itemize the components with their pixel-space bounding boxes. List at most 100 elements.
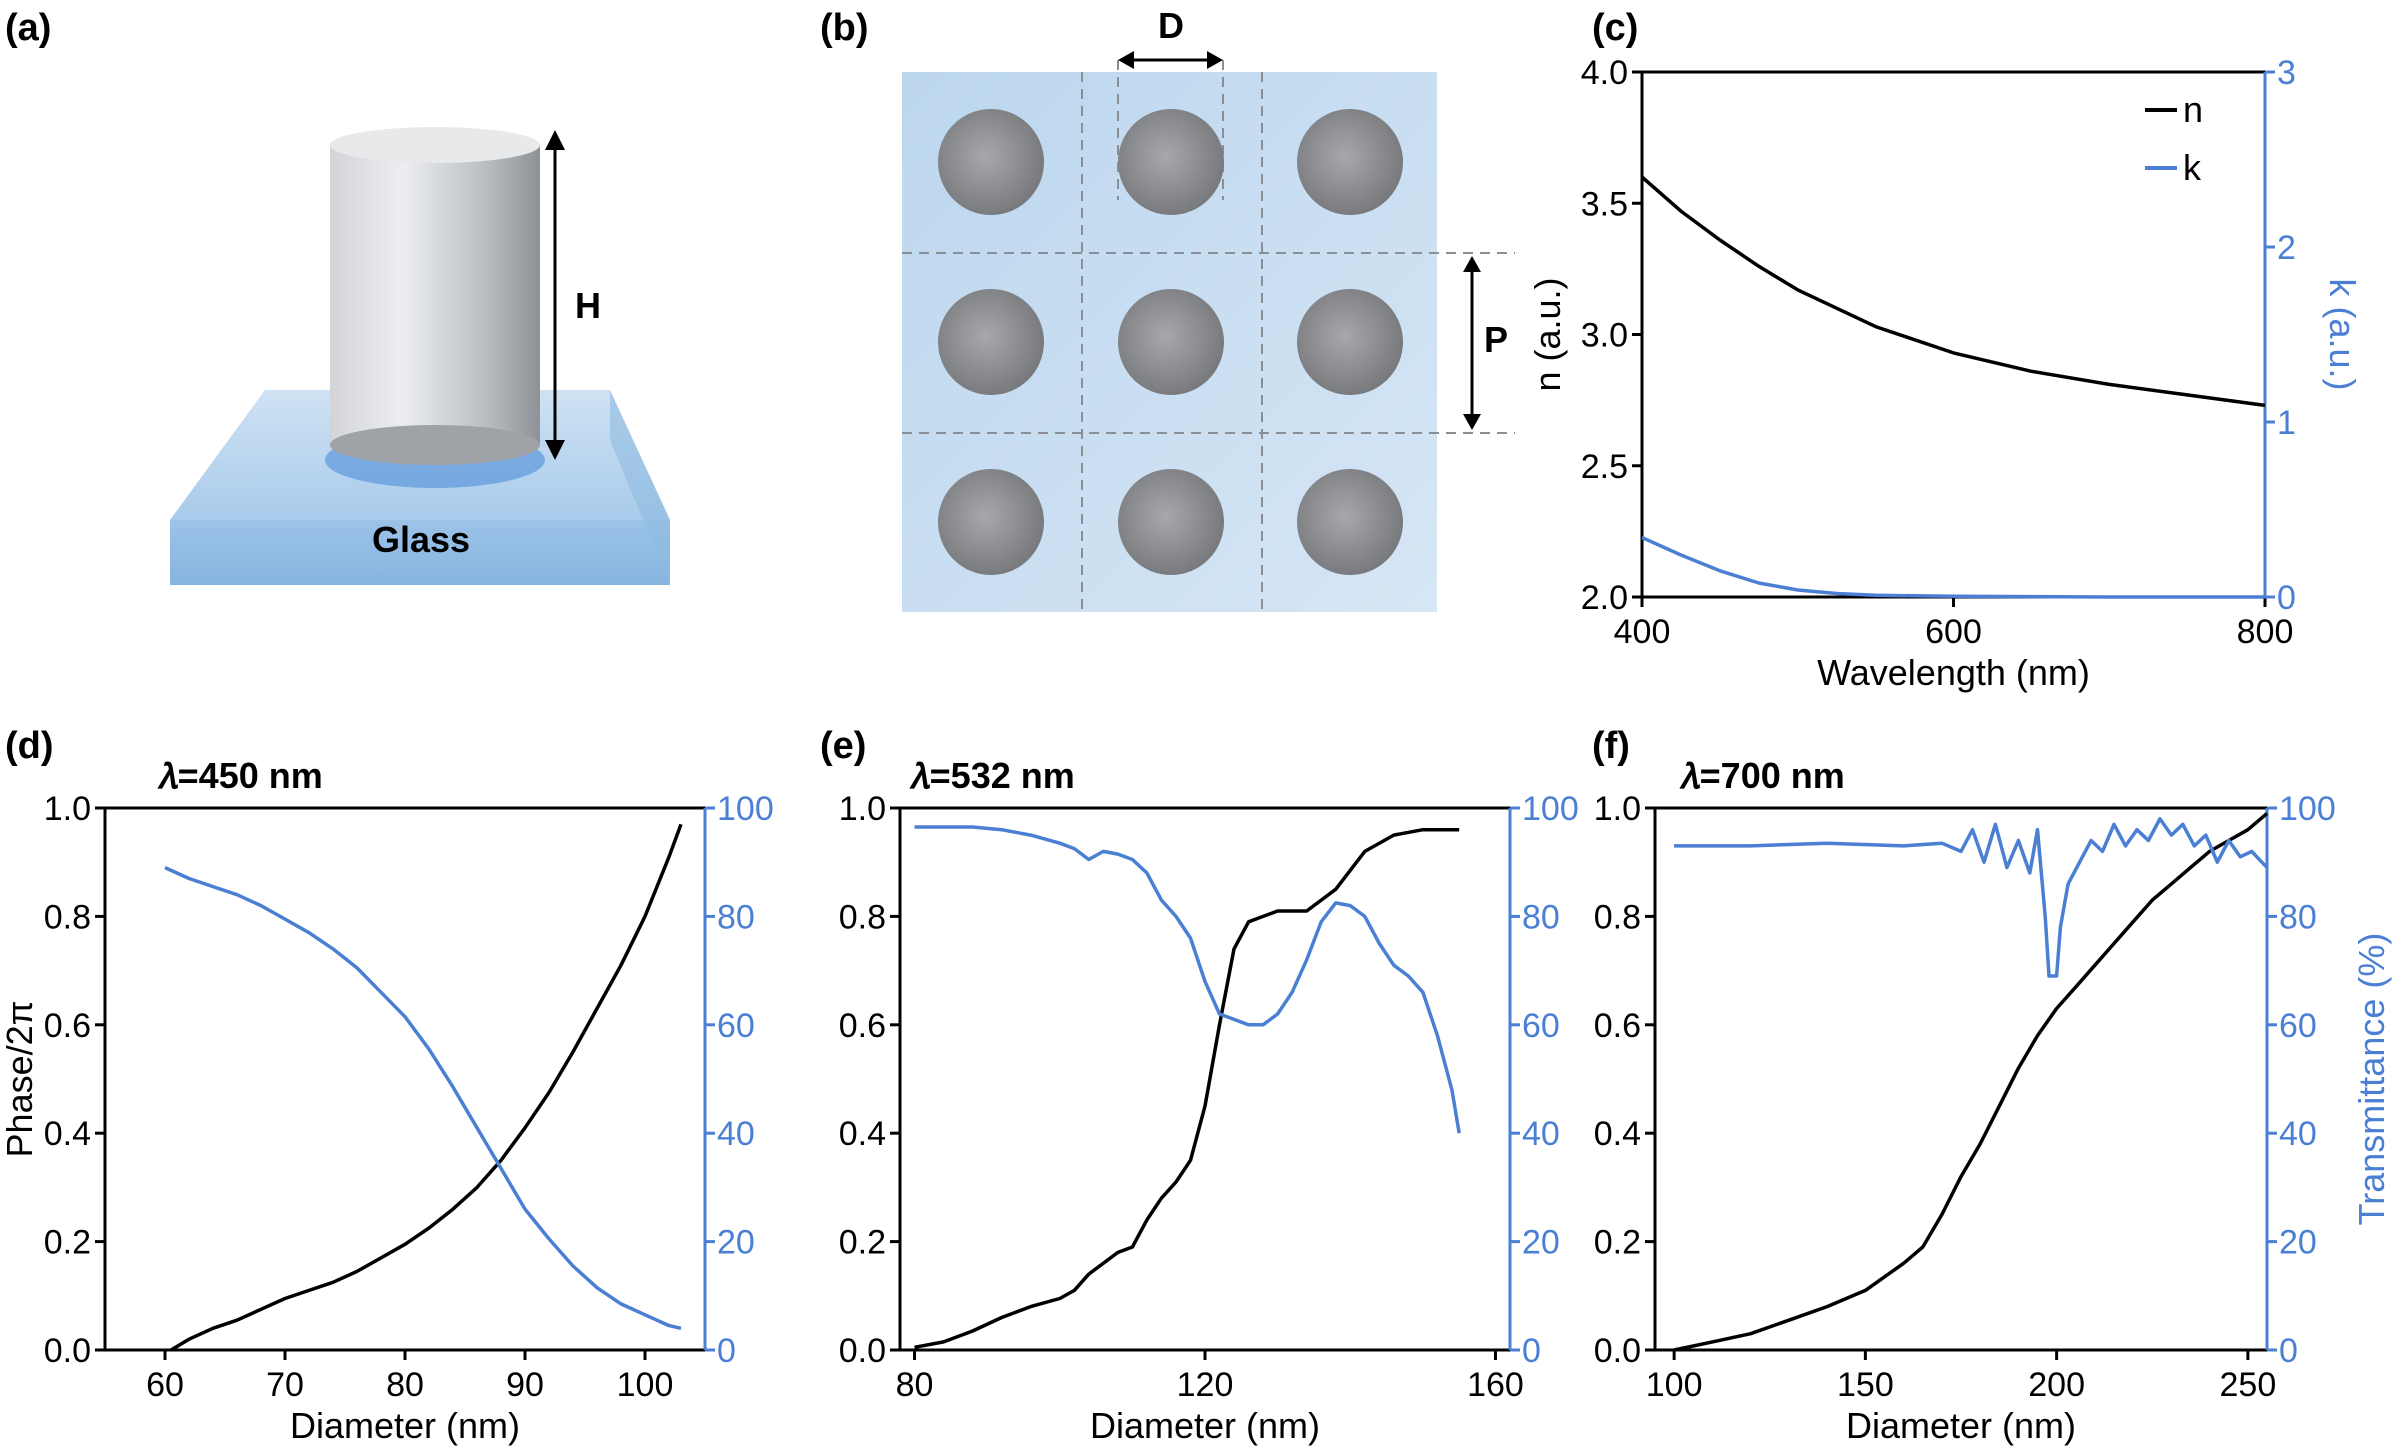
y-tick-label: 0.8 [44, 898, 91, 936]
x-tick-label: 70 [266, 1366, 304, 1404]
diameter-label: D [1158, 5, 1184, 46]
y-tick-label: 0.6 [839, 1007, 886, 1045]
series-line-transmittance [164, 866, 682, 1331]
y-tick-label: 3.0 [1581, 317, 1628, 355]
y-right-tick-label: 80 [717, 898, 755, 936]
y-right-tick-label: 1 [2277, 404, 2296, 442]
diameter-arrow [1118, 51, 1223, 69]
panel-a-label: (a) [5, 7, 51, 49]
x-tick-label: 600 [1925, 613, 1982, 651]
chart-e: 80 120 160 0.0 0.2 0.4 0.6 0.8 1.0 0 20 40 60 80 100 Di… [839, 790, 1579, 1446]
y-right-tick-label: 0 [2277, 579, 2296, 617]
legend-label-k: k [2183, 147, 2202, 188]
y-tick-label: 0.0 [1594, 1332, 1641, 1370]
series-line-k [1641, 535, 2265, 599]
y-tick-label: 1.0 [44, 790, 91, 828]
y-axis-title: Phase/2π [0, 1001, 40, 1158]
panel-c-label: (c) [1592, 7, 1638, 49]
pillar [1118, 109, 1224, 215]
nanopillar-cylinder [330, 127, 540, 465]
x-tick-label: 400 [1614, 613, 1671, 651]
pillar [1297, 109, 1403, 215]
y-right-tick-label: 20 [2279, 1224, 2317, 1262]
y-right-tick-label: 40 [1522, 1115, 1560, 1153]
height-arrow [545, 130, 565, 460]
y-tick-label: 0.4 [1594, 1115, 1641, 1153]
series-line-phase [170, 823, 683, 1352]
series-line-phase [914, 827, 1460, 1350]
y-right-tick-label: 80 [2279, 898, 2317, 936]
pillar [938, 109, 1044, 215]
x-tick-label: 100 [617, 1366, 674, 1404]
y-tick-label: 0.2 [44, 1224, 91, 1262]
panel-d: (d) 𝜆=450 nm 60 70 80 90 100 0.0 0.2 0.4 0.6 0.8 1… [0, 725, 774, 1446]
y-right-tick-label: 3 [2277, 54, 2296, 92]
y-tick-label: 3.5 [1581, 185, 1628, 223]
x-tick-label: 80 [386, 1366, 424, 1404]
y-right-tick-label: 20 [1522, 1224, 1560, 1262]
series-line-transmittance [914, 825, 1461, 1134]
panel-d-wavelength: 𝜆=450 nm [157, 755, 323, 796]
y-right-tick-label: 40 [2279, 1115, 2317, 1153]
panel-f: (f) 𝜆=700 nm 100 150 200 2500.00.20.40.60.8… [1592, 725, 2392, 1446]
y-right-tick-label: 60 [2279, 1007, 2317, 1045]
pillar [1297, 289, 1403, 395]
y-right-tick-label: 100 [1522, 790, 1579, 828]
series-line-phase [1673, 812, 2269, 1352]
y-tick-label: 2.5 [1581, 448, 1628, 486]
glass-label: Glass [372, 519, 470, 560]
lattice-grid-lines [902, 60, 1515, 612]
y-right-tick-label: 40 [717, 1115, 755, 1153]
y-right-axis-title: Transmittance (%) [2351, 933, 2392, 1226]
x-tick-label: 200 [2028, 1366, 2085, 1404]
panel-c: (c) 400 600 800 2.0 2.5 3.0 3.5 4.0 0 1 2 3 Waveleng… [1527, 7, 2363, 693]
y-tick-label: 0.8 [839, 898, 886, 936]
panel-f-wavelength: 𝜆=700 nm [1679, 755, 1845, 796]
y-right-tick-label: 60 [1522, 1007, 1560, 1045]
x-axis-title: Diameter (nm) [290, 1405, 520, 1446]
period-label: P [1484, 319, 1508, 360]
panel-b: (b) D [820, 5, 1515, 612]
chart-f: 100 150 200 250 0.0 0.2 0.4 0.6 0.8 1.0 0 20 40 60 80 1… [1594, 790, 2392, 1446]
y-tick-label: 1.0 [839, 790, 886, 828]
y-right-axis-title: k (a.u.) [2322, 278, 2363, 390]
x-tick-label: 160 [1467, 1366, 1524, 1404]
lattice-pillars [938, 109, 1403, 575]
y-tick-label: 4.0 [1581, 54, 1628, 92]
x-tick-label: 250 [2220, 1366, 2277, 1404]
y-tick-label: 0.4 [839, 1115, 886, 1153]
y-tick-label: 0.6 [1594, 1007, 1641, 1045]
y-right-tick-label: 0 [2279, 1332, 2298, 1370]
y-tick-label: 1.0 [1594, 790, 1641, 828]
panel-f-label: (f) [1592, 725, 1630, 767]
y-right-tick-label: 20 [717, 1224, 755, 1262]
y-right-tick-label: 2 [2277, 229, 2296, 267]
y-tick-label: 0.4 [44, 1115, 91, 1153]
x-tick-label: 150 [1837, 1366, 1894, 1404]
x-tick-label: 60 [146, 1366, 184, 1404]
pillar [1297, 469, 1403, 575]
pillar [1118, 289, 1224, 395]
series-line-n [1640, 175, 2266, 408]
panel-e: (e) 𝜆=532 nm 80 120 160 0.0 0.2 0.4 0.6 0.8 1.0 0… [820, 725, 1579, 1446]
y-right-tick-label: 100 [717, 790, 774, 828]
panel-e-label: (e) [820, 725, 866, 767]
y-tick-label: 2.0 [1581, 579, 1628, 617]
period-arrow [1463, 256, 1481, 430]
x-tick-label: 120 [1177, 1366, 1234, 1404]
pillar [938, 469, 1044, 575]
height-label: H [575, 285, 601, 326]
y-axis-title: n (a.u.) [1527, 277, 1568, 391]
panel-a: (a) H Glass [5, 7, 670, 585]
chart-c: 400 600 800 2.0 2.5 3.0 3.5 4.0 0 1 2 3 Wavelength (… [1527, 54, 2363, 693]
x-axis-title: Diameter (nm) [1846, 1405, 2076, 1446]
y-tick-label: 0.6 [44, 1007, 91, 1045]
y-tick-label: 0.8 [1594, 898, 1641, 936]
y-right-tick-label: 0 [1522, 1332, 1541, 1370]
chart-d: 60 70 80 90 100 0.0 0.2 0.4 0.6 0.8 1.0 0 20 40 60 80 10… [0, 790, 774, 1446]
y-right-tick-label: 60 [717, 1007, 755, 1045]
legend-label-n: n [2183, 89, 2203, 130]
panel-d-label: (d) [5, 725, 54, 767]
y-right-tick-label: 100 [2279, 790, 2336, 828]
x-tick-label: 90 [506, 1366, 544, 1404]
